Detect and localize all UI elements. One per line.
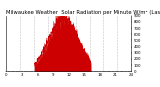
Text: Milwaukee Weather  Solar Radiation per Minute W/m² (Last 24 Hours): Milwaukee Weather Solar Radiation per Mi…: [6, 10, 160, 15]
